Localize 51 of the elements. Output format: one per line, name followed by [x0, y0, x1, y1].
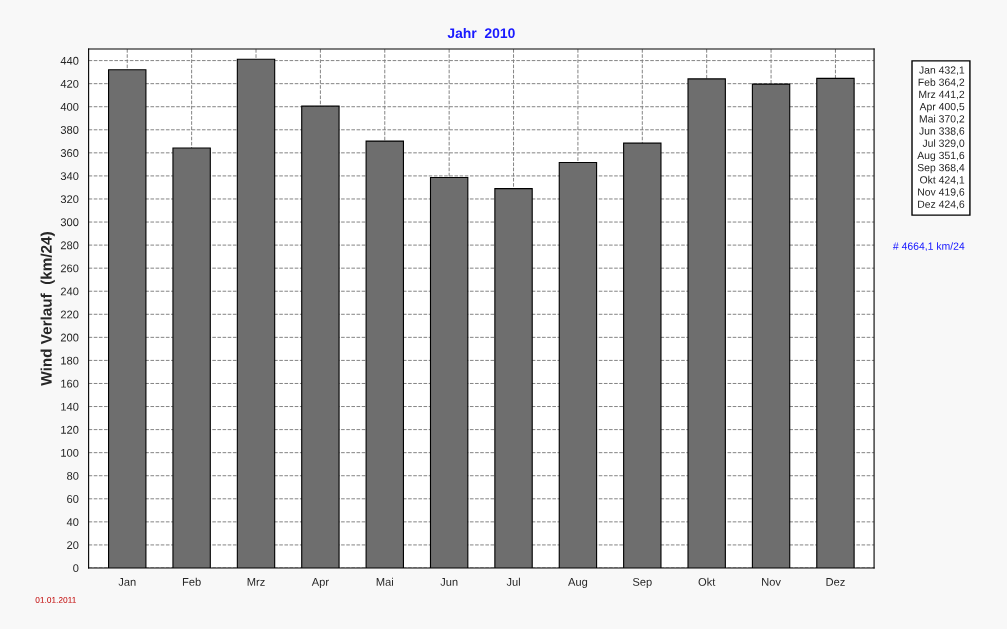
- category-label: Feb 364,2: [918, 78, 965, 88]
- y-tick-label: 160: [61, 379, 79, 388]
- y-tick-label: 60: [67, 495, 79, 503]
- category-label: Mrz 441,2: [919, 90, 965, 100]
- y-tick-label: 260: [60, 264, 79, 273]
- category-label: Jul 329,0: [922, 139, 965, 149]
- y-tick-label: 200: [60, 333, 79, 342]
- y-axis-title: Wind Verlauf (km/24): [40, 232, 55, 386]
- category-label: Aug 351,6: [917, 151, 965, 162]
- y-tick-label: 80: [67, 472, 79, 480]
- x-tick-label: Dez: [826, 578, 845, 586]
- category-label: Okt 424,1: [920, 175, 965, 185]
- y-tick-label: 360: [60, 149, 79, 157]
- x-tick-label: Sep: [632, 578, 652, 589]
- x-tick-label: Feb: [182, 577, 201, 586]
- x-tick-label: Jun: [440, 578, 458, 586]
- category-label: Jan 432,1: [919, 66, 965, 75]
- chart-title: Jahr 2010: [447, 27, 515, 39]
- y-tick-label: 340: [60, 172, 79, 181]
- text: 01.01.2011: [35, 597, 76, 603]
- x-tick-label: Okt: [698, 577, 716, 586]
- x-tick-label: Aug: [568, 578, 588, 589]
- category-label: Apr 400,5: [919, 102, 965, 113]
- x-tick-label: Mai: [376, 577, 393, 586]
- y-tick-label: 40: [66, 518, 79, 526]
- x-tick-label: Mrz: [247, 578, 265, 586]
- x-tick-label: Apr: [311, 578, 329, 589]
- y-tick-label: 240: [60, 287, 79, 296]
- x-tick-label: Jan: [118, 578, 136, 586]
- y-tick-label: 120: [61, 425, 79, 434]
- category-label: Nov 419,6: [918, 188, 965, 197]
- category-label: Dez 424,6: [918, 200, 965, 210]
- y-tick-label: 180: [61, 356, 79, 365]
- y-tick-label: 380: [60, 126, 79, 134]
- y-tick-label: 0: [73, 564, 79, 573]
- category-label: Jun 338,6: [919, 127, 965, 136]
- y-tick-label: 320: [60, 195, 79, 204]
- y-tick-label: 400: [60, 102, 79, 111]
- y-tick-label: 440: [60, 56, 79, 65]
- y-tick-label: 100: [61, 448, 79, 457]
- category-label: Mai 370,2: [919, 114, 965, 124]
- y-tick-label: 20: [67, 541, 79, 550]
- y-tick-label: 140: [61, 402, 79, 411]
- y-tick-label: 280: [60, 241, 79, 250]
- y-tick-label: 220: [60, 310, 79, 319]
- y-tick-label: 300: [60, 218, 79, 227]
- text: # 4664,1 km/24: [892, 242, 965, 252]
- y-tick-label: 420: [60, 79, 79, 88]
- x-tick-label: Nov: [762, 578, 781, 586]
- category-label: Sep 368,4: [917, 163, 965, 174]
- x-tick-label: Jul: [506, 577, 520, 586]
